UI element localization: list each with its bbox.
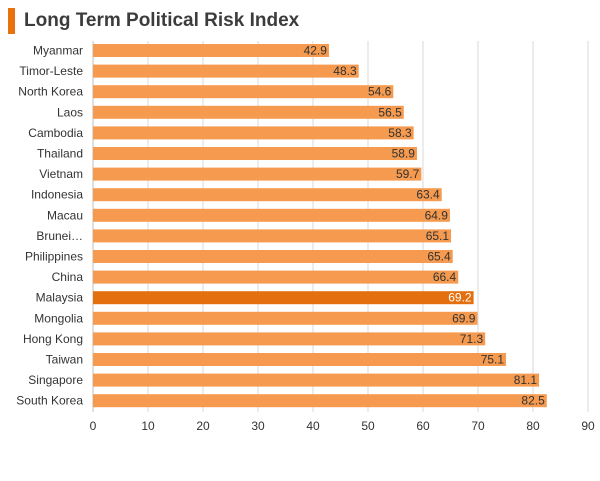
- x-tick-label: 40: [306, 419, 320, 433]
- bar: [93, 229, 452, 243]
- x-tick-label: 90: [581, 419, 595, 433]
- bar: [93, 250, 453, 263]
- x-tick-label: 20: [196, 419, 210, 433]
- title-accent-bar: [8, 8, 15, 34]
- category-label: Vietnam: [39, 167, 83, 181]
- data-label: 82.5: [521, 394, 545, 408]
- category-label: Mongolia: [34, 311, 83, 325]
- data-label: 81.1: [514, 373, 538, 387]
- x-tick-label: 50: [361, 419, 375, 433]
- bar: [93, 167, 422, 181]
- bar: [93, 270, 459, 284]
- data-label: 75.1: [481, 353, 505, 367]
- data-label: 58.9: [392, 147, 416, 161]
- category-label: Hong Kong: [23, 332, 83, 346]
- category-label: North Korea: [18, 85, 83, 99]
- bar: [93, 105, 404, 119]
- category-label: Philippines: [25, 250, 83, 264]
- data-label: 69.9: [452, 311, 476, 325]
- data-label: 69.2: [448, 291, 472, 305]
- bar: [93, 311, 478, 325]
- category-label: Singapore: [28, 373, 83, 387]
- category-label: Malaysia: [36, 291, 84, 305]
- category-label: Cambodia: [28, 126, 83, 140]
- x-tick-label: 80: [526, 419, 540, 433]
- category-label: South Korea: [16, 394, 83, 408]
- bar: [93, 332, 486, 346]
- bar: [93, 147, 417, 160]
- data-label: 48.3: [333, 64, 357, 78]
- x-tick-label: 60: [416, 419, 430, 433]
- bar: [93, 126, 414, 140]
- bar: [93, 85, 394, 99]
- category-label: Macau: [47, 208, 83, 222]
- bar: [93, 188, 442, 202]
- category-label: China: [52, 270, 84, 284]
- bar: [93, 353, 507, 366]
- chart-title: Long Term Political Risk Index: [24, 10, 300, 31]
- data-label: 59.7: [396, 167, 420, 181]
- bar: [93, 208, 450, 222]
- data-label: 58.3: [388, 126, 412, 140]
- bar: [93, 373, 540, 387]
- data-label: 65.1: [426, 229, 450, 243]
- data-label: 63.4: [416, 188, 440, 202]
- bar: [93, 44, 329, 57]
- data-label: 56.5: [378, 105, 402, 119]
- category-label: Laos: [57, 105, 83, 119]
- chart-header: Long Term Political Risk Index: [8, 8, 299, 34]
- data-label: 66.4: [433, 270, 457, 284]
- data-label: 42.9: [304, 44, 328, 58]
- category-label: Myanmar: [33, 44, 83, 58]
- bar: [93, 291, 474, 305]
- data-label: 64.9: [425, 208, 449, 222]
- x-tick-label: 0: [90, 419, 97, 433]
- x-tick-label: 10: [141, 419, 155, 433]
- category-label: Brunei…: [36, 229, 83, 243]
- category-label: Timor-Leste: [19, 64, 83, 78]
- x-tick-label: 70: [471, 419, 485, 433]
- data-label: 54.6: [368, 85, 392, 99]
- data-label: 71.3: [460, 332, 484, 346]
- data-label: 65.4: [427, 250, 451, 264]
- bar: [93, 64, 359, 78]
- category-label: Taiwan: [46, 353, 83, 367]
- bar: [93, 394, 547, 408]
- category-label: Thailand: [37, 147, 83, 161]
- category-label: Indonesia: [31, 188, 83, 202]
- x-tick-label: 30: [251, 419, 265, 433]
